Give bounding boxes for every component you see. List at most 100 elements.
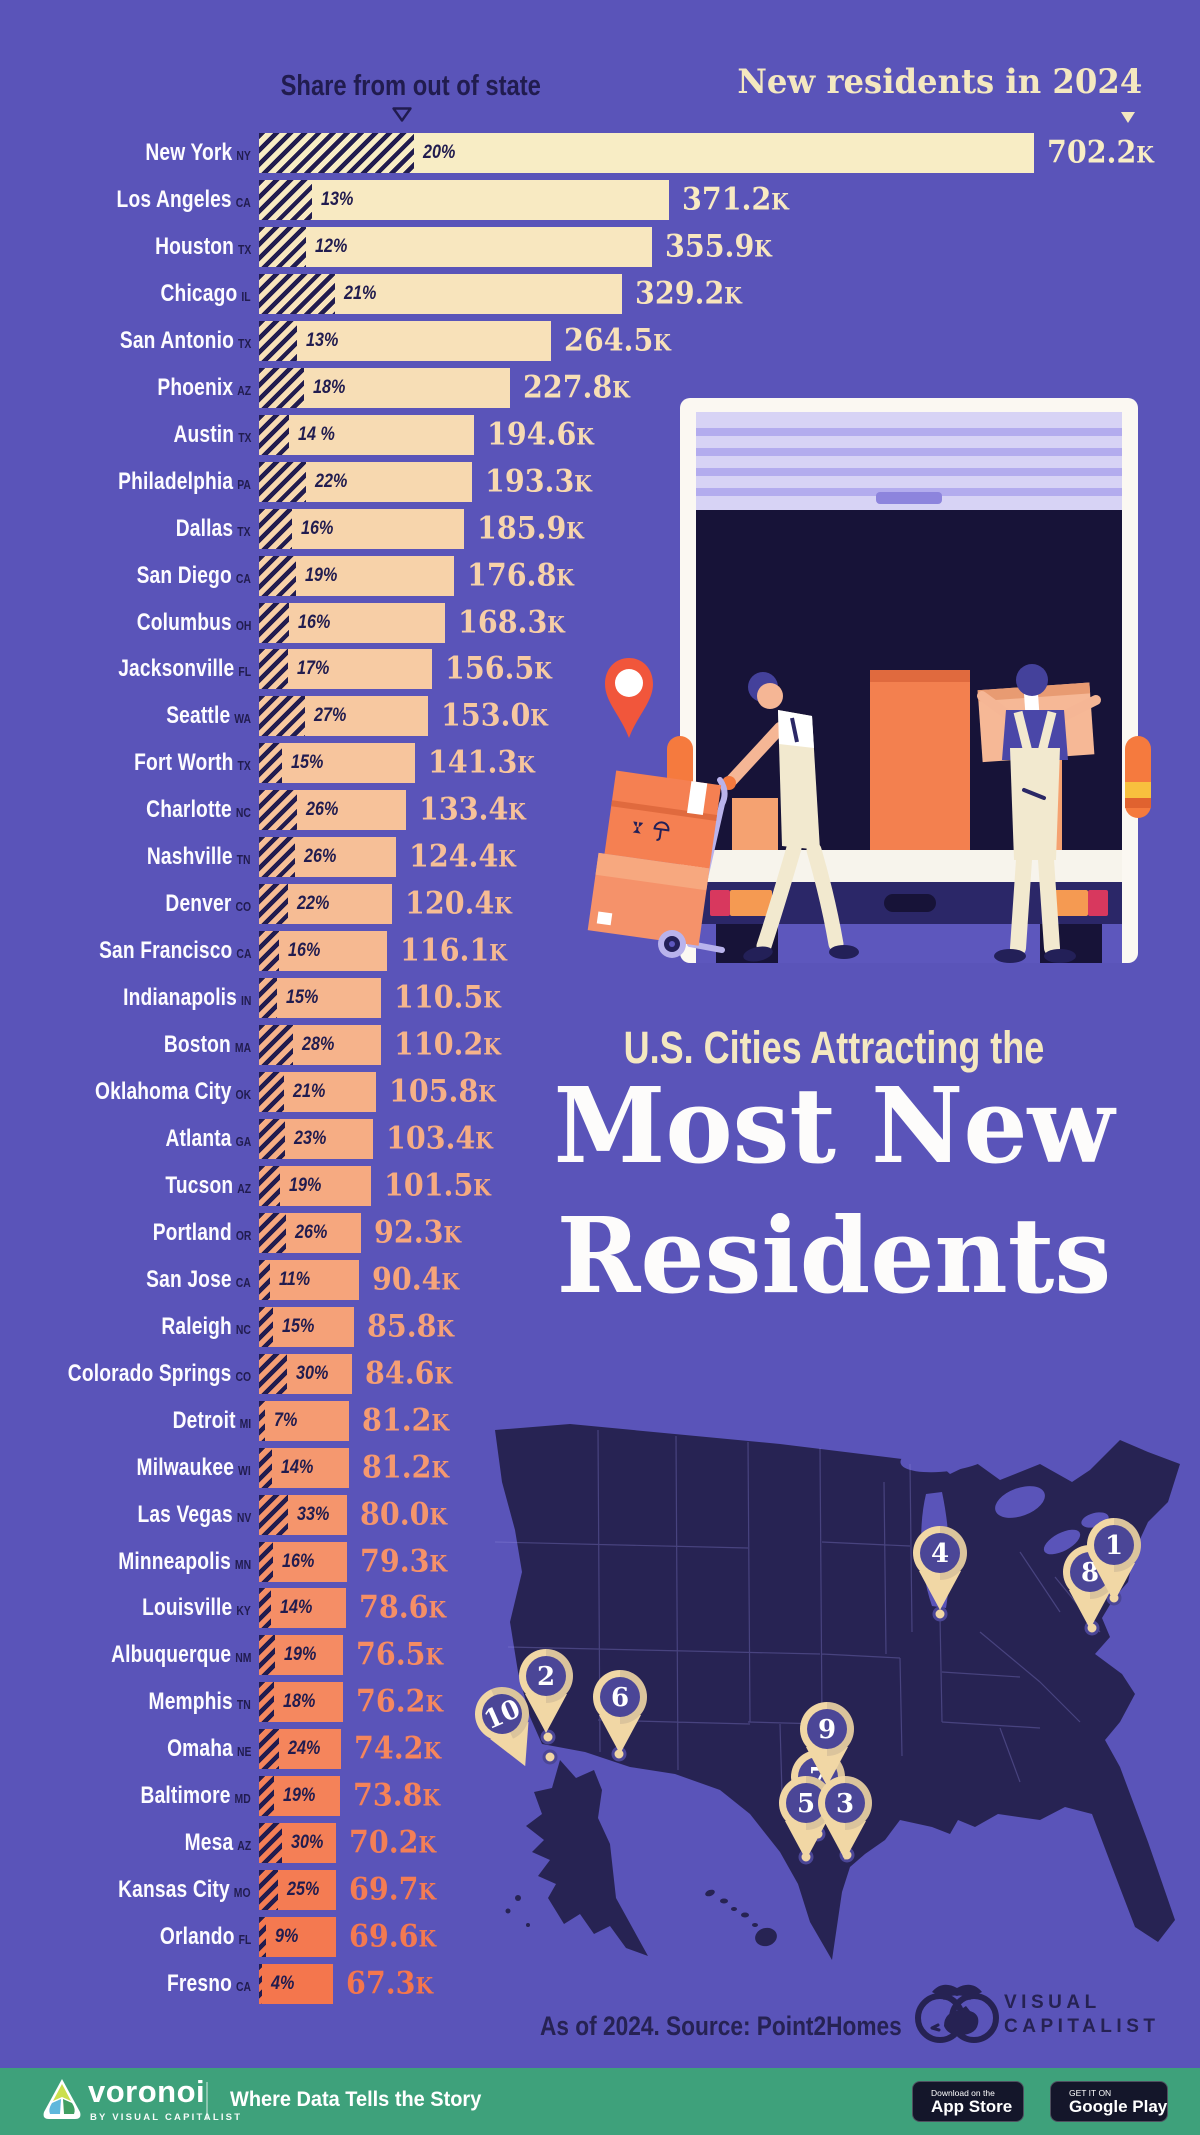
- city-label: New York: [145, 139, 233, 166]
- state-label: WA: [234, 711, 251, 726]
- share-percent-label: 16%: [301, 518, 334, 539]
- out-of-state-hatch: [259, 696, 305, 736]
- state-label: CO: [235, 899, 251, 914]
- state-label: OK: [235, 1087, 251, 1102]
- svg-text:4: 4: [931, 1539, 949, 1569]
- state-label: TX: [237, 242, 251, 257]
- residents-value-label: 193.3K: [485, 463, 592, 500]
- residents-value-label: 69.7K: [349, 1871, 437, 1908]
- out-of-state-hatch: [259, 1119, 285, 1159]
- state-label: TN: [237, 1697, 251, 1712]
- residents-bar: [259, 1682, 343, 1722]
- share-percent-label: 15%: [291, 752, 324, 773]
- bar-row-atlanta: Atlanta GA 23% 103.4K: [0, 1119, 1200, 1159]
- state-label: CA: [235, 195, 251, 210]
- out-of-state-hatch: [259, 1776, 274, 1816]
- city-label: San Francisco: [98, 937, 232, 964]
- out-of-state-hatch: [259, 1213, 286, 1253]
- location-pin-icon: [605, 658, 653, 738]
- residents-value-label: 185.9K: [477, 510, 584, 547]
- residents-bar: [259, 790, 406, 830]
- city-label: Philadelphia: [118, 468, 234, 495]
- city-label: Los Angeles: [116, 186, 232, 213]
- bar-row-phoenix: Phoenix AZ 18% 227.8K: [0, 368, 1200, 408]
- city-label: Albuquerque: [110, 1641, 231, 1668]
- residents-value-label: 141.3K: [428, 744, 535, 781]
- city-label: Detroit: [172, 1407, 236, 1434]
- residents-bar: [259, 133, 1034, 173]
- city-label: Orlando: [159, 1923, 235, 1950]
- app-store-badge[interactable]: Download on the App Store: [912, 2081, 1024, 2122]
- state-label: MI: [239, 1416, 251, 1431]
- out-of-state-hatch: [259, 462, 306, 502]
- bar-row-las-vegas: Las Vegas NV 33% 80.0K: [0, 1495, 1200, 1535]
- residents-value-label: 84.6K: [365, 1355, 453, 1392]
- residents-value-label: 81.2K: [362, 1402, 450, 1439]
- residents-value-label: 105.8K: [389, 1073, 496, 1110]
- share-percent-label: 14%: [281, 1457, 314, 1478]
- out-of-state-hatch: [259, 368, 304, 408]
- state-label: CO: [235, 1369, 251, 1384]
- state-label: CA: [235, 571, 251, 586]
- residents-bar: [259, 1964, 333, 2004]
- share-percent-label: 14 %: [298, 424, 335, 445]
- share-percent-label: 21%: [344, 283, 377, 304]
- residents-bar: [259, 1870, 336, 1910]
- city-label: Chicago: [160, 280, 238, 307]
- state-label: TX: [237, 758, 251, 773]
- residents-bar: [259, 227, 652, 267]
- residents-bar: [259, 1213, 361, 1253]
- state-label: MD: [234, 1791, 251, 1806]
- state-label: TN: [237, 852, 251, 867]
- fragile-icons: [632, 821, 670, 841]
- out-of-state-hatch: [259, 1072, 284, 1112]
- footer-bar: voronoi BY VISUAL CAPITALIST Where Data …: [0, 2068, 1200, 2135]
- residents-value-label: 116.1K: [400, 932, 507, 969]
- bar-row-memphis: Memphis TN 18% 76.2K: [0, 1682, 1200, 1722]
- residents-value-label: 124.4K: [409, 838, 516, 875]
- out-of-state-hatch: [259, 743, 282, 783]
- bar-row-new-york: New York NY 20% 702.2K: [0, 133, 1200, 173]
- residents-bar: [259, 1072, 376, 1112]
- residents-bar: [259, 180, 669, 220]
- out-of-state-hatch: [259, 180, 312, 220]
- vc-logo-line2: CAPITALIST: [1004, 2016, 1160, 2037]
- out-of-state-hatch: [259, 1166, 280, 1206]
- google-play-badge[interactable]: GET IT ON Google Play: [1050, 2081, 1168, 2122]
- bar-row-san-francisco: San Francisco CA 16% 116.1K: [0, 931, 1200, 971]
- residents-value-label: 156.5K: [445, 650, 552, 687]
- residents-value-label: 78.6K: [359, 1589, 447, 1626]
- residents-bar: [259, 931, 387, 971]
- svg-text:6: 6: [611, 1683, 629, 1713]
- state-label: MA: [234, 1040, 251, 1055]
- state-label: MO: [234, 1885, 251, 1900]
- out-of-state-hatch: [259, 649, 288, 689]
- residents-axis-label: New residents in 2024: [736, 62, 1142, 102]
- city-label: Milwaukee: [136, 1454, 235, 1481]
- bar-row-raleigh: Raleigh NC 15% 85.8K: [0, 1307, 1200, 1347]
- bar-row-austin: Austin TX 14 % 194.6K: [0, 415, 1200, 455]
- city-label: Seattle: [166, 702, 231, 729]
- share-percent-label: 16%: [282, 1551, 315, 1572]
- bar-row-baltimore: Baltimore MD 19% 73.8K: [0, 1776, 1200, 1816]
- residents-value-label: 110.2K: [394, 1026, 501, 1063]
- residents-bar: [259, 743, 415, 783]
- share-percent-label: 17%: [297, 658, 330, 679]
- residents-bar: [259, 1260, 359, 1300]
- bar-row-milwaukee: Milwaukee WI 14% 81.2K: [0, 1448, 1200, 1488]
- out-of-state-hatch: [259, 1401, 265, 1441]
- out-of-state-hatch: [259, 1448, 272, 1488]
- residents-value-label: 76.5K: [356, 1636, 444, 1673]
- share-percent-label: 18%: [313, 377, 346, 398]
- state-label: GA: [235, 1134, 251, 1149]
- residents-bar: [259, 321, 551, 361]
- state-label: NC: [235, 1322, 251, 1337]
- city-label: Baltimore: [140, 1782, 231, 1809]
- footer-divider: [206, 2082, 208, 2120]
- city-label: Houston: [154, 233, 234, 260]
- source-note: As of 2024. Source: Point2Homes: [540, 2011, 902, 2041]
- bar-row-denver: Denver CO 22% 120.4K: [0, 884, 1200, 924]
- title-kicker: U.S. Cities Attracting the: [623, 1022, 1045, 1073]
- state-label: AZ: [237, 1838, 251, 1853]
- bar-row-houston: Houston TX 12% 355.9K: [0, 227, 1200, 267]
